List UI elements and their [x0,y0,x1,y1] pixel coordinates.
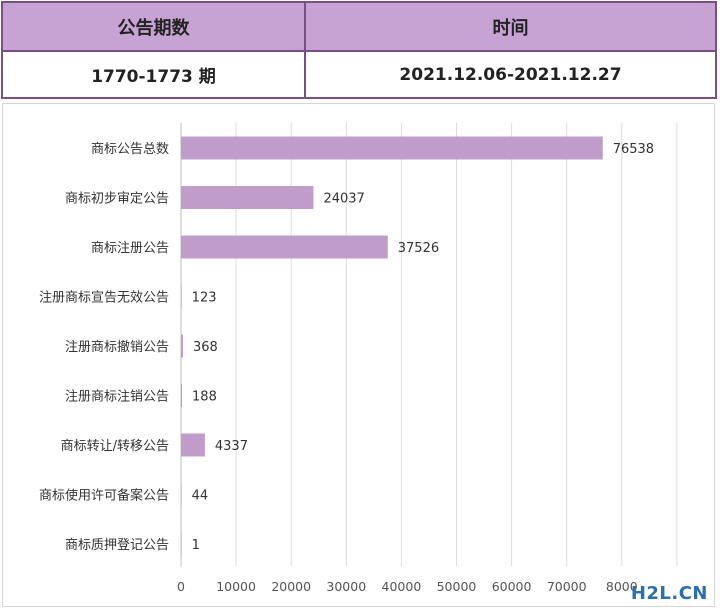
bar [181,334,184,358]
bar [181,235,388,259]
bar-chart: 0 10000 20000 30000 40000 50000 60000 70000 8000… [39,123,678,594]
data-label: 44 [192,489,209,504]
header-issue: 公告期数 [3,3,306,52]
data-label: 37526 [398,241,439,256]
category-label: 商标初步审定公告 [65,192,169,207]
x-tick-label: 0 [177,579,185,594]
data-label: 123 [192,291,217,306]
cell-time: 2021.12.06-2021.12.27 [306,52,715,97]
category-label: 注册商标撤销公告 [65,339,169,355]
x-tick-label: 70000 [547,579,587,594]
x-tick-label: 60000 [492,579,532,594]
bar [181,384,183,407]
category-label: 商标转让/转移公告 [61,439,169,454]
cell-issue: 1770-1773 期 [3,52,306,97]
x-tick-label: 8000 [606,579,638,594]
x-tick-label: 30000 [326,579,366,594]
bar [181,483,182,506]
category-label: 商标注册公告 [91,241,169,256]
data-label: 1 [192,538,200,553]
bar [181,136,603,160]
data-label: 24037 [323,192,364,207]
bar [181,285,182,308]
data-label: 188 [192,390,217,405]
category-label: 商标使用许可备案公告 [39,488,169,504]
category-label: 注册商标宣告无效公告 [39,290,169,306]
x-tick-label: 10000 [216,579,256,594]
bar [181,433,205,457]
header-time: 时间 [306,3,715,52]
info-table: 公告期数 时间 1770-1773 期 2021.12.06-2021.12.2… [1,1,717,99]
x-tick-label: 20000 [271,579,311,594]
chart-frame: 0 10000 20000 30000 40000 50000 60000 70000 8000… [2,103,715,607]
category-label: 商标公告总数 [91,142,169,157]
bar [181,532,182,556]
x-tick-label: 40000 [382,579,422,594]
bar [181,186,314,209]
category-label: 商标质押登记公告 [65,538,169,553]
data-label: 368 [193,340,218,355]
data-label: 4337 [215,439,248,454]
data-label: 76538 [613,142,654,157]
watermark-logo: H2L.CN [630,583,708,604]
x-tick-label: 50000 [437,579,477,594]
category-label: 注册商标注销公告 [65,390,169,405]
